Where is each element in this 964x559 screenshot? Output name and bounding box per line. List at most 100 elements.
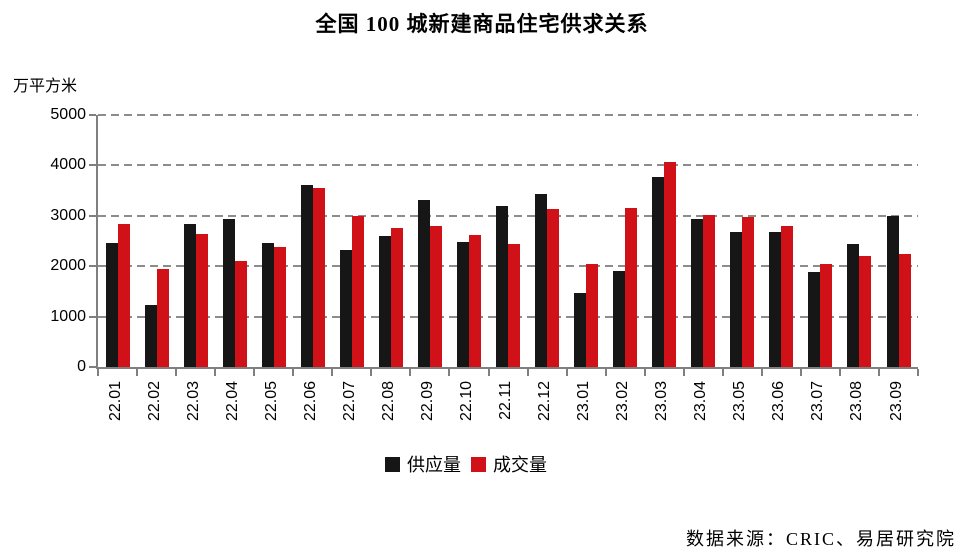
bar-transaction-22.07: [351, 215, 364, 367]
x-axis-tick: [331, 369, 334, 376]
x-axis-tick: [370, 369, 373, 376]
y-axis-tick: [89, 315, 96, 318]
x-axis-label: 22.04: [223, 381, 241, 422]
bar-supply-22.07: [339, 249, 352, 367]
x-axis-label: 23.08: [848, 381, 866, 422]
x-axis-tick: [760, 369, 763, 376]
bar-supply-22.08: [378, 235, 391, 367]
x-axis-label: 22.01: [106, 381, 124, 422]
legend-swatch-supply-icon: [385, 456, 400, 472]
x-axis-tick: [682, 369, 685, 376]
x-axis-tick: [917, 369, 919, 376]
x-axis-label: 22.09: [418, 381, 436, 422]
x-axis-label: 22.07: [340, 381, 358, 422]
legend-label-transaction: 成交量: [493, 455, 547, 475]
bar-supply-22.06: [300, 185, 313, 367]
x-axis-tick: [253, 369, 256, 376]
chart-title: 全国 100 城新建商品住宅供求关系: [315, 12, 649, 36]
legend-swatch-transaction-icon: [471, 456, 486, 472]
bar-supply-23.05: [730, 232, 743, 367]
y-axis-label: 1000: [50, 307, 86, 325]
source-note: 数据来源：CRIC、易居研究院: [685, 529, 956, 549]
x-axis-tick: [292, 369, 295, 376]
x-axis-label: 22.08: [379, 381, 397, 422]
x-axis-label: 23.01: [575, 381, 593, 422]
bar-transaction-23.07: [820, 263, 833, 367]
x-axis-tick: [878, 369, 880, 376]
y-axis-label: 3000: [50, 206, 86, 224]
bar-transaction-23.08: [859, 256, 872, 367]
gridline: [98, 164, 918, 167]
legend-item-supply: 供应量: [385, 451, 461, 477]
bar-supply-22.01: [105, 242, 118, 367]
y-axis-label: 4000: [50, 156, 86, 174]
y-axis-labels: 5000 4000 3000 2000 1000 0: [20, 106, 86, 375]
x-axis-tick: [175, 369, 178, 376]
y-axis-label: 0: [77, 358, 86, 375]
legend: 供应量 成交量: [0, 453, 948, 475]
x-axis-tick: [565, 369, 568, 376]
gridline: [98, 214, 918, 217]
x-axis-tick: [721, 369, 724, 376]
bar-transaction-23.01: [586, 263, 599, 367]
x-axis-label: 22.06: [301, 381, 319, 422]
x-axis-tick: [526, 369, 529, 376]
legend-label-supply: 供应量: [407, 455, 461, 475]
bar-transaction-23.06: [781, 226, 794, 367]
x-axis-tick: [97, 369, 99, 376]
x-axis-label: 22.12: [536, 381, 553, 422]
bar-transaction-23.09: [898, 253, 911, 367]
x-axis-tick: [136, 369, 138, 376]
bar-transaction-22.11: [508, 243, 520, 367]
x-axis-label: 23.02: [614, 381, 632, 422]
bar-transaction-22.04: [234, 260, 247, 367]
x-axis-tick: [409, 369, 412, 376]
bar-transaction-22.05: [273, 247, 286, 367]
y-axis-tick: [89, 164, 96, 167]
x-axis-tick: [643, 369, 646, 376]
x-axis-label: 23.03: [653, 381, 671, 422]
bar-supply-22.03: [183, 223, 196, 367]
x-axis-label: 23.09: [887, 381, 905, 422]
bar-transaction-22.02: [156, 268, 169, 367]
bar-transaction-22.06: [312, 188, 325, 367]
bar-transaction-22.12: [547, 209, 559, 367]
x-axis-label: 23.06: [770, 381, 788, 422]
legend-item-transaction: 成交量: [471, 451, 547, 477]
bar-transaction-22.08: [390, 227, 403, 367]
bar-supply-22.11: [496, 205, 508, 367]
y-axis-tick: [89, 265, 96, 268]
y-axis-label: 5000: [50, 106, 86, 123]
bar-supply-22.04: [222, 219, 235, 367]
x-axis-label: 23.07: [809, 381, 827, 422]
bar-transaction-23.03: [664, 162, 677, 367]
x-axis-label: 23.04: [692, 381, 710, 422]
x-axis-label: 22.10: [458, 381, 475, 422]
bar-supply-23.09: [886, 216, 899, 367]
bar-transaction-22.09: [429, 225, 442, 367]
x-axis-tick: [487, 369, 490, 376]
bar-transaction-23.05: [742, 217, 755, 367]
bar-supply-23.07: [808, 271, 821, 367]
y-axis-tick: [89, 366, 96, 368]
y-axis-unit-label: 万平方米: [13, 78, 78, 95]
x-axis-label: 22.05: [262, 381, 280, 422]
x-axis-label: 22.02: [145, 381, 163, 422]
bar-supply-23.01: [574, 293, 587, 367]
x-axis-tick: [604, 369, 607, 376]
x-axis-label: 22.11: [497, 381, 514, 420]
x-axis-tick: [214, 369, 217, 376]
bar-transaction-23.04: [703, 214, 716, 367]
y-axis-tick: [89, 114, 96, 116]
gridline: [98, 114, 918, 116]
bar-supply-22.05: [261, 242, 274, 367]
bar-supply-22.09: [417, 200, 430, 367]
bar-transaction-22.10: [469, 235, 481, 367]
bar-supply-22.02: [144, 305, 157, 367]
x-axis-tick: [838, 369, 841, 376]
bar-supply-23.04: [691, 219, 704, 367]
x-axis-tick: [799, 369, 802, 376]
bar-transaction-23.02: [625, 208, 638, 367]
x-axis-label: 23.05: [731, 381, 749, 422]
